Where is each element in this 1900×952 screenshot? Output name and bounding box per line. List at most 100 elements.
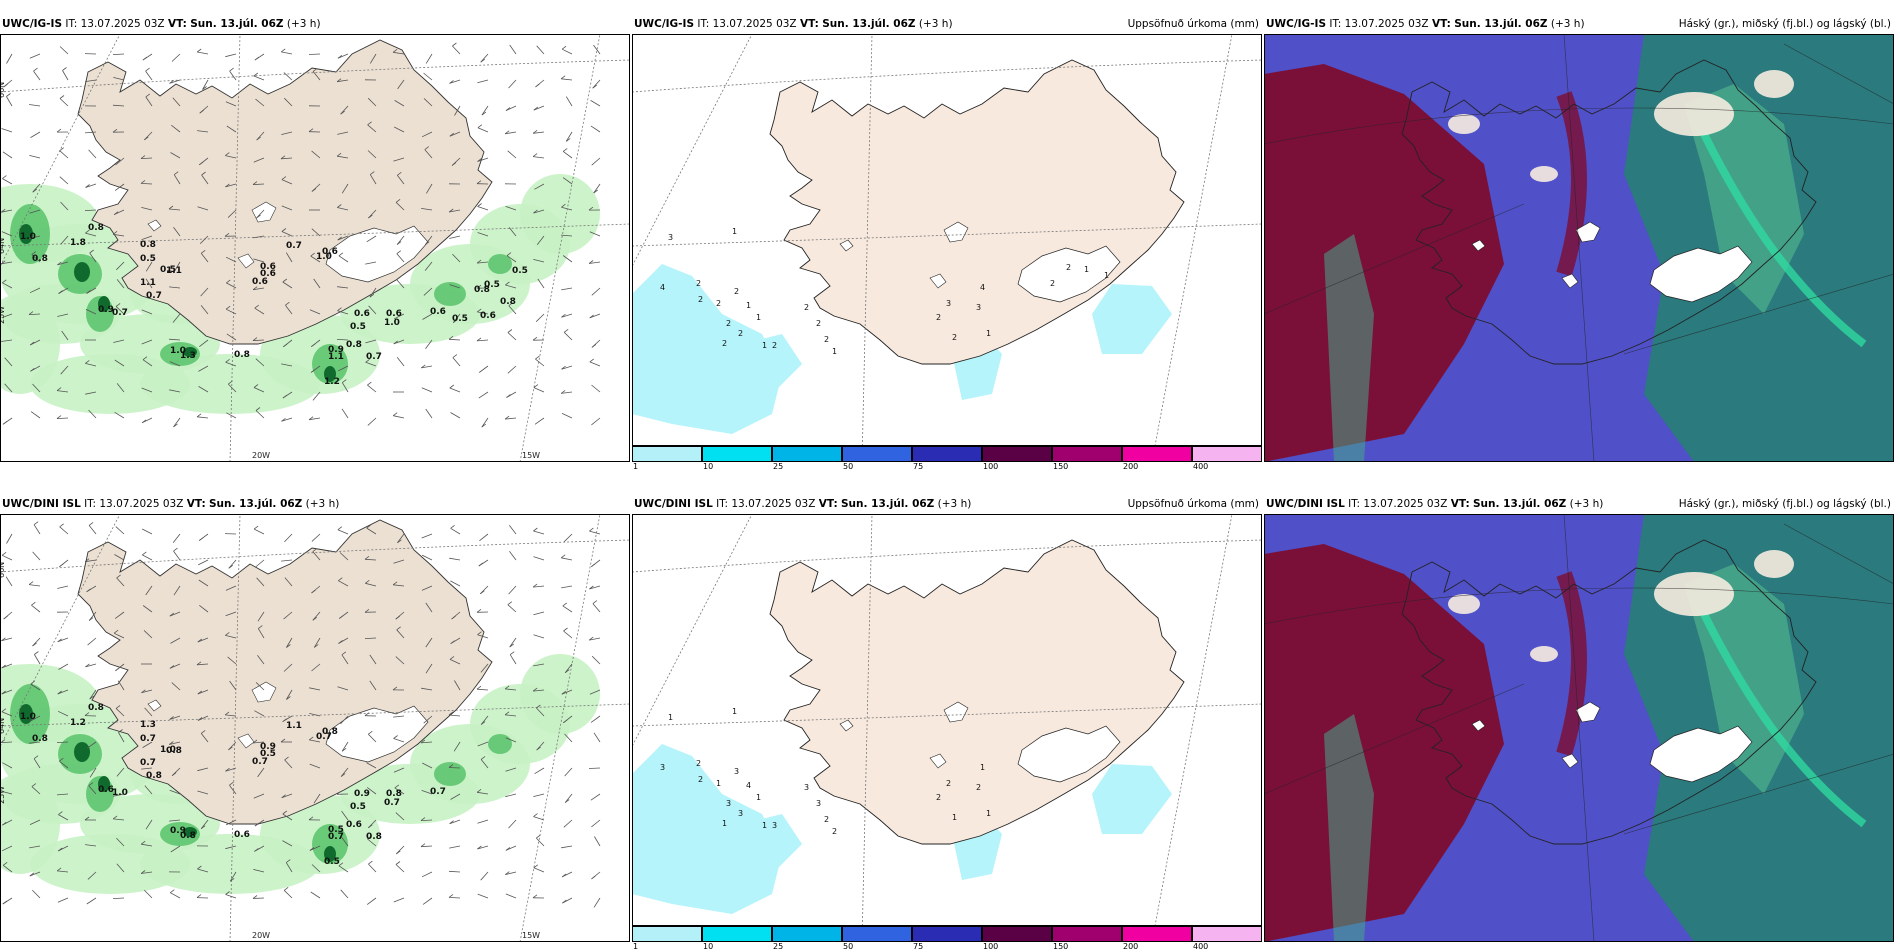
precip-moderate bbox=[434, 762, 466, 786]
wind-barb bbox=[449, 768, 460, 769]
panel-header: UWC/IG-IS IT: 13.07.2025 03Z VT: Sun. 13… bbox=[1264, 14, 1894, 34]
precip-value-label: 1 bbox=[732, 707, 737, 716]
vt-label: VT: bbox=[1432, 18, 1451, 30]
precip-light bbox=[520, 654, 600, 734]
precip-value-label: 2 bbox=[722, 339, 727, 348]
it-value: 13.07.2025 03Z bbox=[731, 498, 815, 510]
colorbar-label: 200 bbox=[1123, 462, 1138, 472]
it-label: IT: bbox=[84, 498, 96, 510]
axis-label: 15W bbox=[522, 451, 540, 460]
wind-value-label: 0.8 bbox=[180, 831, 196, 841]
wind-value-label: 0.7 bbox=[384, 798, 400, 808]
colorbar-swatch bbox=[702, 926, 772, 942]
clear-sky bbox=[1530, 646, 1558, 662]
clear-sky bbox=[1530, 166, 1558, 182]
wind-value-label: 0.8 bbox=[346, 340, 362, 350]
panel-header: UWC/DINI ISL IT: 13.07.2025 03Z VT: Sun.… bbox=[0, 494, 630, 514]
wind-value-label: 0.8 bbox=[88, 223, 104, 233]
precip-value-label: 2 bbox=[804, 303, 809, 312]
precip-value-label: 4 bbox=[980, 283, 985, 292]
lead-time: (+3 h) bbox=[1570, 498, 1604, 510]
colorbar-label: 100 bbox=[983, 942, 998, 952]
wind-value-label: 0.7 bbox=[140, 734, 156, 744]
precip-value-label: 2 bbox=[816, 319, 821, 328]
wind-value-label: 1.3 bbox=[140, 720, 156, 730]
precip-value-label: 2 bbox=[772, 341, 777, 350]
precip-value-label: 2 bbox=[936, 793, 941, 802]
colorbar-swatch bbox=[1052, 926, 1122, 942]
precip-value-label: 3 bbox=[772, 821, 777, 830]
precip-value-label: 1 bbox=[832, 347, 837, 356]
panel-cloud-dini: UWC/DINI ISL IT: 13.07.2025 03Z VT: Sun.… bbox=[1264, 494, 1894, 942]
wind-value-label: 1.1 bbox=[286, 721, 302, 731]
wind-value-label: 0.8 bbox=[322, 727, 338, 737]
wind-value-label: 0.5 bbox=[452, 314, 468, 324]
precip-moderate bbox=[488, 734, 512, 754]
precip-value-label: 3 bbox=[804, 783, 809, 792]
clear-sky bbox=[1654, 572, 1734, 616]
it-label: IT: bbox=[1329, 18, 1341, 30]
model-name: UWC/DINI ISL bbox=[2, 498, 81, 510]
precip-value-label: 2 bbox=[832, 827, 837, 836]
axis-label: 20W bbox=[252, 931, 270, 940]
precip-value-label: 2 bbox=[696, 279, 701, 288]
precip-value-label: 2 bbox=[696, 759, 701, 768]
vt-value: Sun. 13.júl. 06Z bbox=[1473, 498, 1566, 510]
wind-value-label: 0.8 bbox=[146, 771, 162, 781]
panel-description: Háský (gr.), miðský (fj.bl.) og lágský (… bbox=[1679, 14, 1891, 34]
precip-value-label: 1 bbox=[732, 227, 737, 236]
precip-heavy bbox=[74, 262, 90, 282]
wind-value-label: 0.6 bbox=[98, 785, 114, 795]
precip-value-label: 3 bbox=[816, 799, 821, 808]
lead-time: (+3 h) bbox=[919, 18, 953, 30]
wind-value-label: 0.5 bbox=[328, 825, 344, 835]
precip-value-label: 2 bbox=[976, 783, 981, 792]
lead-time: (+3 h) bbox=[1551, 18, 1585, 30]
it-value: 13.07.2025 03Z bbox=[1345, 18, 1429, 30]
wind-value-label: 1.1 bbox=[166, 266, 182, 276]
map[interactable] bbox=[1264, 494, 1894, 942]
wind-value-label: 0.8 bbox=[234, 350, 250, 360]
precip-value-label: 2 bbox=[734, 287, 739, 296]
wind-value-label: 0.9 bbox=[98, 305, 114, 315]
vt-value: Sun. 13.júl. 06Z bbox=[1454, 18, 1547, 30]
precip-value-label: 1 bbox=[756, 313, 761, 322]
vt-label: VT: bbox=[800, 18, 819, 30]
colorbar-swatch bbox=[772, 446, 842, 462]
wind-value-label: 0.5 bbox=[140, 254, 156, 264]
wind-value-label: 0.6 bbox=[260, 269, 276, 279]
colorbar-label: 25 bbox=[773, 942, 783, 952]
colorbar-swatch bbox=[1122, 926, 1192, 942]
clear-sky bbox=[1448, 594, 1480, 614]
it-label: IT: bbox=[697, 18, 709, 30]
wind-value-label: 0.5 bbox=[260, 749, 276, 759]
model-name: UWC/DINI ISL bbox=[634, 498, 713, 510]
wind-value-label: 0.9 bbox=[354, 789, 370, 799]
precip-value-label: 2 bbox=[726, 319, 731, 328]
wind-value-label: 0.9 bbox=[328, 345, 344, 355]
it-label: IT: bbox=[65, 18, 77, 30]
axis-label: 15W bbox=[522, 931, 540, 940]
precip-value-label: 3 bbox=[738, 809, 743, 818]
it-value: 13.07.2025 03Z bbox=[99, 498, 183, 510]
wind-value-label: 0.7 bbox=[286, 241, 302, 251]
it-value: 13.07.2025 03Z bbox=[1363, 498, 1447, 510]
precip-value-label: 1 bbox=[986, 329, 991, 338]
precip-value-label: 2 bbox=[698, 295, 703, 304]
precip-value-label: 2 bbox=[824, 815, 829, 824]
colorbar-label: 150 bbox=[1053, 942, 1068, 952]
vt-value: Sun. 13.júl. 06Z bbox=[841, 498, 934, 510]
wind-value-label: 0.6 bbox=[480, 311, 496, 321]
wind-value-label: 0.5 bbox=[512, 266, 528, 276]
wind-barb bbox=[589, 768, 600, 769]
map[interactable] bbox=[1264, 14, 1894, 462]
model-name: UWC/IG-IS bbox=[634, 18, 694, 30]
model-name: UWC/IG-IS bbox=[1266, 18, 1326, 30]
